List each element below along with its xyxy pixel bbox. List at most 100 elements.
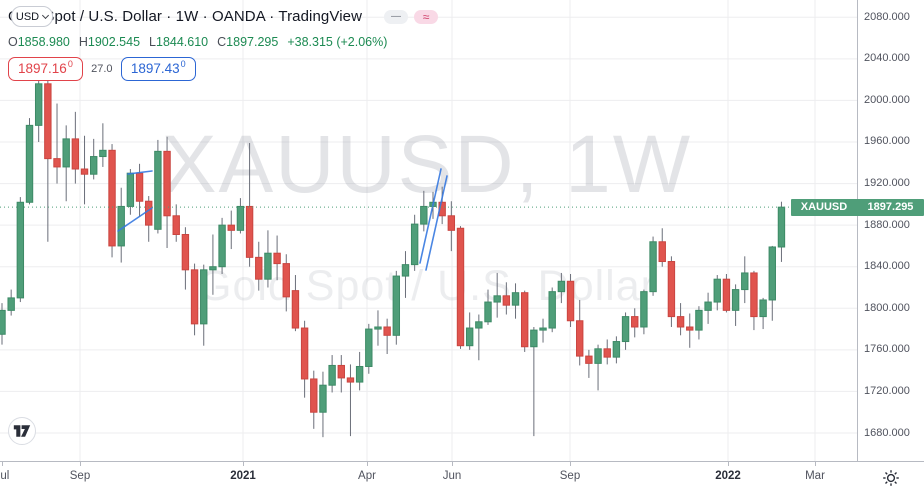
candle-up xyxy=(7,289,15,316)
time-tick-mark xyxy=(243,462,244,466)
candle-up xyxy=(484,289,492,325)
candle-up xyxy=(0,303,6,345)
candle-down xyxy=(273,235,281,281)
symbol-title[interactable]: Gold Spot / U.S. Dollar · 1W · OANDA · T… xyxy=(8,8,363,25)
candle-down xyxy=(722,273,731,313)
candle-up xyxy=(410,214,419,271)
candle-down xyxy=(383,318,391,355)
candle-down xyxy=(337,355,345,393)
candle-up xyxy=(264,230,272,288)
candle-down xyxy=(163,136,171,249)
buy-button[interactable]: 1897.43 0 xyxy=(120,57,196,81)
candle-down xyxy=(676,303,685,336)
candle-up xyxy=(713,275,721,311)
symbol-header: Gold Spot / U.S. Dollar · 1W · OANDA · T… xyxy=(8,8,439,25)
candle-up xyxy=(401,251,410,298)
candle-down xyxy=(282,254,290,312)
collapse-ohlc-button[interactable]: — xyxy=(384,9,409,24)
candle-up xyxy=(548,287,556,333)
candle-up xyxy=(117,187,125,263)
candle-up xyxy=(34,78,43,142)
candle-up xyxy=(328,355,336,393)
last-price-value: 1897.295 xyxy=(867,201,914,214)
candle-down xyxy=(300,320,309,398)
time-tick-mark xyxy=(367,462,368,466)
time-tick-mark xyxy=(570,462,571,466)
candle-down xyxy=(566,273,575,327)
price-tick-label: 1760.000 xyxy=(864,343,910,356)
candle-up xyxy=(704,292,712,324)
candle-up xyxy=(236,198,245,234)
price-axis[interactable]: 2080.000 2040.000 2000.000 1960.000 1920.000… xyxy=(857,0,924,461)
candle-up xyxy=(99,123,107,167)
candle-up xyxy=(365,323,373,374)
candle-up xyxy=(319,371,327,438)
candle-up xyxy=(530,326,538,437)
candle-down xyxy=(172,204,180,242)
candle-down xyxy=(576,299,584,366)
price-tick-label: 1960.000 xyxy=(864,135,910,148)
price-tick-label: 1680.000 xyxy=(864,426,910,439)
candle-up xyxy=(777,201,786,262)
time-axis[interactable]: Jul Sep 2021 Apr Jun Sep 2022 Mar xyxy=(0,461,924,493)
candle-down xyxy=(71,111,80,184)
axis-settings-button[interactable] xyxy=(858,462,924,493)
candle-up xyxy=(475,314,483,361)
last-price-symbol: XAUUSD xyxy=(800,201,848,214)
candle-down xyxy=(190,263,199,336)
candle-down xyxy=(456,226,465,349)
candle-up xyxy=(594,344,602,391)
candle-up xyxy=(218,217,226,274)
last-price-tag: XAUUSD 1897.295 xyxy=(791,198,924,216)
tradingview-logo[interactable] xyxy=(8,417,36,445)
time-tick-mark xyxy=(728,462,729,466)
candle-down xyxy=(585,349,593,378)
candle-up xyxy=(511,283,520,319)
tv-logo-icon xyxy=(13,425,31,437)
low-value: 1844.610 xyxy=(156,35,209,49)
gear-icon xyxy=(883,469,899,486)
candle-up xyxy=(25,118,34,205)
change-value: +38.315 (+2.06%) xyxy=(287,35,388,49)
candle-down xyxy=(44,80,52,242)
price-tick-label: 1880.000 xyxy=(864,218,910,231)
trendline-drawing[interactable] xyxy=(117,170,153,232)
price-tick-label: 2040.000 xyxy=(864,52,910,65)
candle-up xyxy=(768,245,776,321)
candle-up xyxy=(731,284,740,326)
chevron-down-icon xyxy=(42,11,50,19)
candle-up xyxy=(374,310,382,346)
time-tick-label: 2022 xyxy=(715,470,741,482)
candle-down xyxy=(181,227,190,290)
candle-down xyxy=(310,370,318,429)
candle-down xyxy=(658,228,666,267)
price-tick-label: 1720.000 xyxy=(864,384,910,397)
time-tick-label: Sep xyxy=(69,470,91,482)
similar-symbols-button[interactable]: ≈ xyxy=(414,9,439,24)
candle-down xyxy=(80,135,89,205)
candle-up xyxy=(741,256,749,304)
price-tick-label: 1840.000 xyxy=(864,260,910,273)
candle-up xyxy=(126,169,135,215)
low-label: L xyxy=(149,35,156,49)
currency-unit-button[interactable]: USD xyxy=(11,6,53,27)
candle-down xyxy=(520,290,529,352)
candle-up xyxy=(90,138,98,180)
open-value: 1858.980 xyxy=(17,35,70,49)
time-tick-label: Jul xyxy=(0,470,10,482)
candle-down xyxy=(255,241,263,291)
candle-up xyxy=(640,289,648,335)
candle-down xyxy=(603,339,611,365)
time-tick-label: Sep xyxy=(559,470,581,482)
candle-down xyxy=(108,144,116,258)
price-tick-label: 2000.000 xyxy=(864,93,910,106)
close-label: C xyxy=(217,35,227,49)
candle-down xyxy=(502,282,511,315)
sell-button[interactable]: 1897.16 0 xyxy=(8,57,83,81)
trendline-drawing[interactable] xyxy=(419,168,448,271)
candle-down xyxy=(667,256,676,327)
candle-down xyxy=(245,143,254,267)
candle-down xyxy=(227,210,235,250)
candle-up xyxy=(355,351,364,391)
